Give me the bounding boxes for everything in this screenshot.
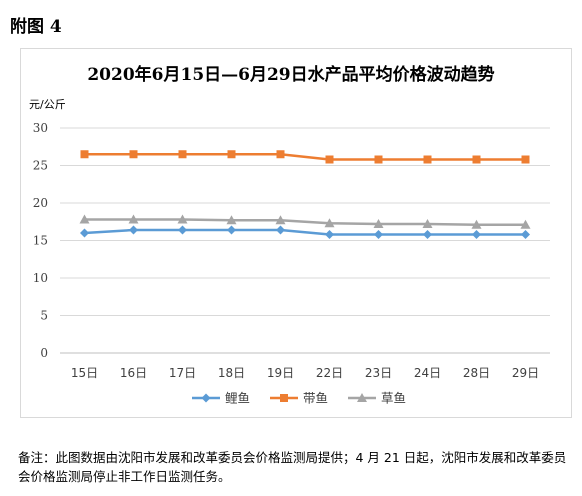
footnote: 备注：此图数据由沈阳市发展和改革委员会价格监测局提供；4 月 21 日起，沈阳市…: [18, 450, 567, 484]
data-point: [472, 155, 481, 164]
data-point: [227, 150, 236, 159]
y-tick-label: 25: [33, 159, 48, 173]
x-tick-label: 15日: [71, 366, 98, 380]
data-point: [177, 214, 188, 224]
y-axis-unit: 元/公斤: [29, 98, 66, 111]
y-tick-label: 5: [40, 309, 48, 323]
legend-label: 草鱼: [381, 391, 406, 406]
y-tick-label: 15: [33, 234, 48, 248]
data-point: [472, 230, 481, 239]
data-point: [471, 219, 482, 229]
data-point: [423, 230, 432, 239]
x-tick-label: 17日: [169, 366, 196, 380]
data-point: [423, 155, 432, 164]
x-tick-label: 19日: [267, 366, 294, 380]
data-point: [521, 230, 530, 239]
data-point: [325, 230, 334, 239]
data-point: [227, 225, 236, 235]
chart-frame: [20, 48, 572, 418]
data-point: [275, 215, 286, 225]
x-tick-label: 24日: [414, 366, 441, 380]
data-point: [373, 219, 384, 228]
data-point: [276, 225, 285, 235]
data-point: [128, 214, 139, 224]
series-line: [84, 153, 526, 161]
legend-marker: [201, 393, 211, 403]
data-point: [422, 219, 433, 228]
data-point: [129, 225, 138, 235]
y-tick-label: 10: [33, 271, 48, 285]
chart-title: 2020年6月15日—6月29日水产品平均价格波动趋势: [87, 65, 495, 85]
data-point: [79, 214, 90, 224]
data-point: [520, 219, 531, 229]
x-tick-label: 29日: [512, 366, 539, 380]
data-point: [324, 218, 335, 228]
data-point: [129, 150, 138, 159]
y-tick-label: 0: [40, 346, 48, 360]
data-point: [374, 155, 383, 164]
series-line: [84, 218, 526, 226]
data-point: [178, 150, 187, 159]
x-tick-label: 28日: [463, 366, 490, 380]
data-point: [276, 150, 285, 159]
data-point: [521, 155, 530, 164]
legend-marker: [357, 393, 367, 402]
x-tick-label: 18日: [218, 366, 245, 380]
data-point: [374, 230, 383, 239]
data-point: [178, 225, 187, 235]
y-tick-label: 20: [33, 196, 48, 210]
legend-label: 鲤鱼: [225, 391, 250, 406]
data-point: [325, 155, 334, 164]
data-point: [80, 150, 89, 159]
series-line: [84, 228, 526, 236]
legend-marker: [280, 394, 288, 402]
x-tick-label: 22日: [316, 366, 343, 380]
x-tick-label: 16日: [120, 366, 147, 380]
y-tick-label: 30: [33, 121, 48, 135]
x-tick-label: 23日: [365, 366, 392, 380]
data-point: [80, 228, 89, 238]
data-point: [226, 215, 237, 225]
figure-label: 附图 4: [10, 17, 62, 37]
legend-label: 带鱼: [303, 391, 328, 406]
